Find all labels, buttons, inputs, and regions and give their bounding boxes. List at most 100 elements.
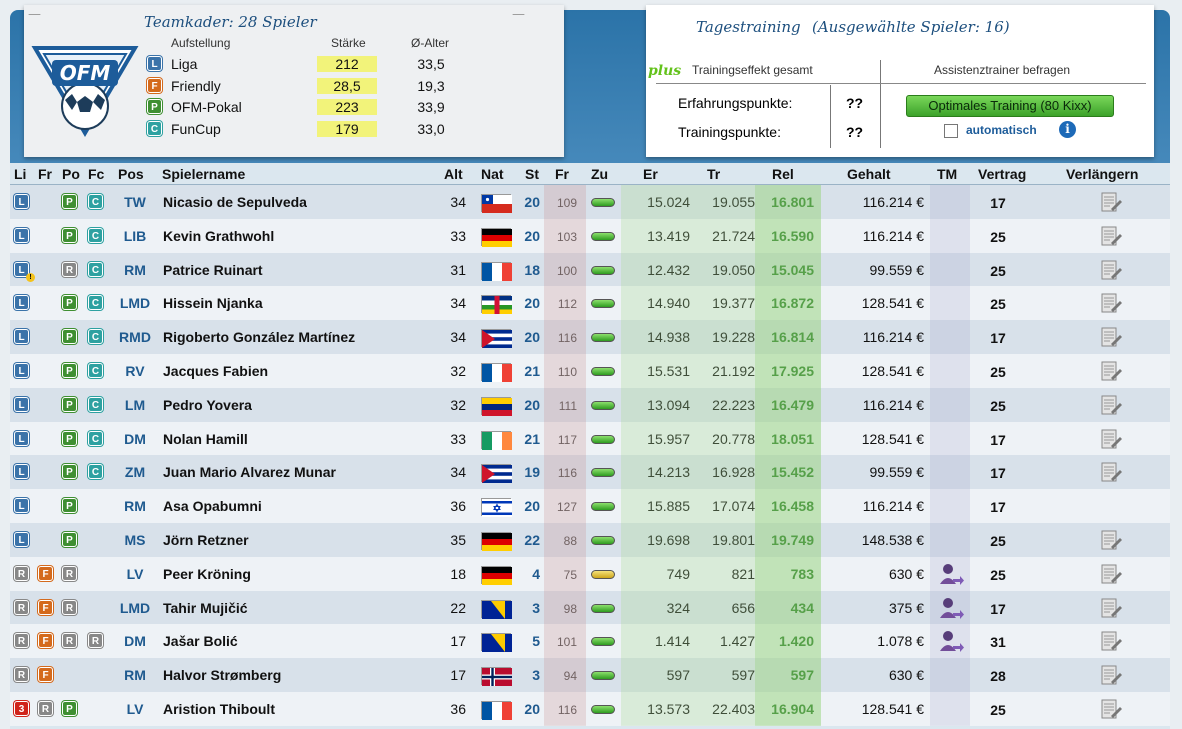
player-name[interactable]: Kevin Grathwohl (163, 227, 275, 244)
player-name[interactable]: Nicasio de Sepulveda (163, 194, 307, 210)
player-badge-P[interactable]: P (62, 532, 77, 547)
player-badge-L[interactable]: L (14, 396, 29, 412)
player-badge-P[interactable]: P (62, 701, 77, 716)
extend-contract-icon[interactable] (1100, 225, 1122, 247)
transfer-market-icon[interactable] (938, 562, 964, 588)
player-name[interactable]: Jörn Retzner (163, 532, 249, 548)
extend-contract-icon[interactable] (1100, 191, 1122, 213)
player-badge-R[interactable]: R (14, 633, 29, 649)
player-badge-P[interactable]: P (62, 464, 77, 480)
table-row[interactable]: L P MS Jörn Retzner 35 22 88 19.698 19.801 19.749… (10, 523, 1170, 557)
player-badge-R[interactable]: R (62, 565, 77, 581)
player-badge-P[interactable]: P (62, 396, 77, 412)
col-header[interactable]: Spielername (162, 166, 246, 182)
player-badge-F[interactable]: F (38, 667, 53, 683)
table-row[interactable]: R F R LMD Tahir Mujičić 22 3 98 324 656 434 375 € 17 (10, 590, 1170, 625)
player-badge-C[interactable]: C (88, 464, 103, 480)
player-badge-P[interactable]: P (62, 295, 77, 311)
table-row[interactable]: L P C ZM Juan Mario Alvarez Munar 34 19 116 14.2… (10, 455, 1170, 490)
player-badge-P[interactable]: P (62, 363, 77, 378)
col-header[interactable]: Li (14, 166, 27, 182)
assistant-coach-label[interactable]: Assistenztrainer befragen (934, 63, 1071, 77)
table-row[interactable]: L P C LMD Hissein Njanka 34 20 112 14.940 19.377 1… (10, 286, 1170, 321)
player-badge-L[interactable]: L (14, 430, 29, 446)
extend-contract-icon[interactable] (1100, 461, 1122, 483)
player-badge-R[interactable]: R (62, 633, 77, 649)
table-row[interactable]: R F R R DM Jašar Bolić 17 5 101 1.414 1.427 1.420 1.… (10, 624, 1170, 659)
col-header[interactable]: Gehalt (847, 166, 891, 182)
table-row[interactable]: R F R LV Peer Kröning 18 4 75 749 821 783 630 € 25 (10, 556, 1170, 591)
player-name[interactable]: Nolan Hamill (163, 430, 248, 447)
col-header[interactable]: Fr (38, 166, 52, 182)
player-badge-3[interactable]: 3 (14, 701, 29, 716)
player-badge-R[interactable]: R (14, 599, 29, 615)
player-badge-R[interactable]: R (38, 701, 53, 716)
player-badge-R[interactable]: R (14, 565, 29, 581)
col-header[interactable]: St (525, 166, 539, 182)
player-name[interactable]: Aristion Thiboult (163, 701, 275, 717)
col-header[interactable]: Fr (555, 166, 569, 182)
player-badge-C[interactable]: C (88, 227, 103, 243)
player-badge-C[interactable]: C (88, 295, 103, 311)
extend-contract-icon[interactable] (1100, 394, 1122, 416)
table-row[interactable]: L R C! RM Patrice Ruinart 31 18 100 12.432 19.050… (10, 252, 1170, 287)
player-badge-P[interactable]: P (62, 194, 77, 209)
player-name[interactable]: Juan Mario Alvarez Munar (163, 464, 336, 481)
optimal-training-button[interactable]: Optimales Training (80 Kixx) (906, 95, 1114, 117)
auto-label[interactable]: automatisch (966, 123, 1037, 137)
player-badge-P[interactable]: P (62, 329, 77, 345)
player-name[interactable]: Halvor Strømberg (163, 667, 282, 684)
table-row[interactable]: L P C DM Nolan Hamill 33 21 117 15.957 20.778 18.0… (10, 421, 1170, 456)
transfer-market-icon[interactable] (938, 596, 964, 622)
player-badge-R[interactable]: R (62, 599, 77, 615)
extend-contract-icon[interactable] (1100, 664, 1122, 686)
player-badge-R[interactable]: R (62, 261, 77, 277)
col-header[interactable]: Vertrag (978, 166, 1027, 182)
info-icon[interactable]: i (1059, 121, 1076, 138)
player-name[interactable]: Patrice Ruinart (163, 261, 263, 278)
col-header[interactable]: Zu (591, 166, 609, 182)
col-header[interactable]: Po (62, 166, 80, 182)
col-header[interactable]: Verlängern (1066, 166, 1139, 182)
player-badge-L[interactable]: L (14, 295, 29, 311)
extend-contract-icon[interactable] (1100, 326, 1122, 348)
player-name[interactable]: Jašar Bolić (163, 633, 238, 650)
player-badge-C[interactable]: C (88, 396, 103, 412)
player-badge-C[interactable]: C (88, 194, 103, 209)
player-badge-C[interactable]: C (88, 363, 103, 378)
col-header[interactable]: Alt (444, 166, 463, 182)
player-badge-L[interactable]: L (14, 194, 29, 209)
col-header[interactable]: TM (937, 166, 958, 182)
extend-contract-icon[interactable] (1100, 563, 1122, 585)
lineup-row[interactable]: C FunCup 179 33,0 (143, 119, 503, 139)
player-badge-L[interactable]: L (14, 363, 29, 378)
table-row[interactable]: L P C LM Pedro Yovera 32 20 111 13.094 22.223 16.4… (10, 387, 1170, 422)
extend-contract-icon[interactable] (1100, 630, 1122, 652)
extend-contract-icon[interactable] (1100, 597, 1122, 619)
player-badge-L[interactable]: L (14, 227, 29, 243)
player-badge-C[interactable]: C (88, 261, 103, 277)
extend-contract-icon[interactable] (1100, 698, 1122, 720)
player-badge-C[interactable]: C (88, 430, 103, 446)
table-row[interactable]: L P C RV Jacques Fabien 32 21 110 15.531 21.192 17… (10, 354, 1170, 388)
lineup-row[interactable]: P OFM-Pokal 223 33,9 (143, 97, 503, 117)
player-badge-F[interactable]: F (38, 633, 53, 649)
extend-contract-icon[interactable] (1100, 292, 1122, 314)
transfer-market-icon[interactable] (938, 629, 964, 655)
table-row[interactable]: 3 R P LV Aristion Thiboult 36 20 116 13.573 22.40… (10, 692, 1170, 726)
player-badge-C[interactable]: C (88, 329, 103, 345)
extend-contract-icon[interactable] (1100, 529, 1122, 551)
player-name[interactable]: Hissein Njanka (163, 295, 263, 312)
player-badge-P[interactable]: P (62, 227, 77, 243)
col-header[interactable]: Pos (118, 166, 144, 182)
col-header[interactable]: Tr (707, 166, 721, 182)
extend-contract-icon[interactable] (1100, 259, 1122, 281)
table-row[interactable]: L P C LIB Kevin Grathwohl 33 20 103 13.419 21.724… (10, 218, 1170, 253)
player-name[interactable]: Tahir Mujičić (163, 599, 248, 616)
player-badge-L[interactable]: L (14, 532, 29, 547)
table-row[interactable]: L P C TW Nicasio de Sepulveda 34 20 109 15.024 19… (10, 185, 1170, 219)
player-name[interactable]: Peer Kröning (163, 565, 251, 582)
player-name[interactable]: Jacques Fabien (163, 363, 269, 379)
player-badge-L[interactable]: L (14, 498, 29, 514)
player-badge-L[interactable]: L (14, 261, 29, 277)
